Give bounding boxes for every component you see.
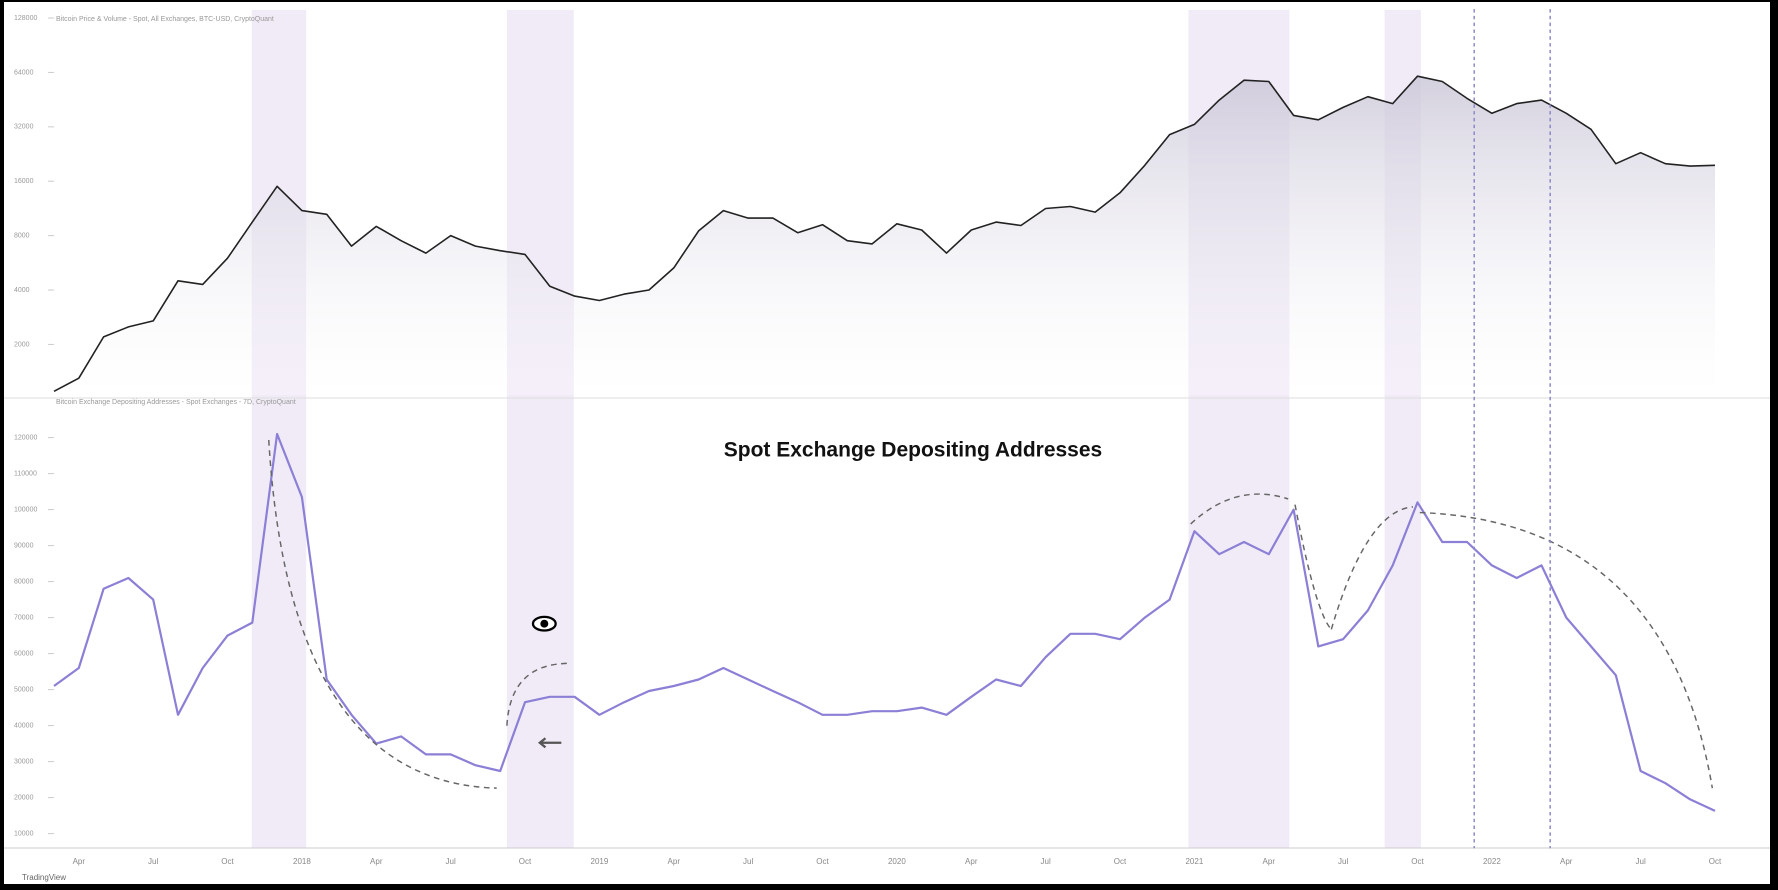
y-tick-label: 80000 [14,578,34,585]
arrow-icon [537,737,562,749]
x-tick-label: Apr [1560,857,1573,866]
area-fill [54,76,1715,395]
x-tick-label: Jul [1338,857,1348,866]
dashed-arrow [1294,504,1332,630]
y-tick-label: 100000 [14,506,37,513]
x-tick-label: Oct [519,857,532,866]
x-tick-label: Jul [148,857,158,866]
x-tick-label: Oct [1114,857,1127,866]
x-tick-label: Jul [1041,857,1051,866]
y-tick-label: 120000 [14,434,37,441]
x-tick-label: Oct [221,857,234,866]
series-line [53,432,1716,812]
x-tick-label: 2022 [1483,857,1501,866]
x-tick-label: Oct [816,857,829,866]
x-tick-label: Apr [1263,857,1276,866]
y-tick-label: 20000 [14,794,34,801]
y-tick-label: 10000 [14,830,34,837]
dashed-arrow [506,662,570,726]
x-tick-label: Oct [1709,857,1722,866]
y-tick-label: 4000 [14,287,30,294]
y-tick-label: 128000 [14,15,37,22]
y-tick-label: 110000 [14,470,37,477]
x-tick-label: Apr [370,857,383,866]
pane-title: Bitcoin Exchange Depositing Addresses - … [56,399,296,406]
dashed-arrow [268,439,497,789]
eye-pupil [540,619,549,628]
x-tick-label: Apr [668,857,681,866]
pane-title: Bitcoin Price & Volume - Spot, All Excha… [56,16,274,23]
y-tick-label: 16000 [14,178,34,185]
x-tick-label: Jul [743,857,753,866]
y-tick-label: 90000 [14,542,34,549]
y-tick-label: 2000 [14,341,30,348]
dashed-arrow [1419,511,1714,789]
y-tick-label: 70000 [14,614,34,621]
y-tick-label: 64000 [14,69,34,76]
x-tick-label: 2019 [591,857,609,866]
annotation: Spot Exchange Depositing Addresses [724,439,1102,462]
x-tick-label: 2021 [1185,857,1203,866]
dashed-arrow [1190,493,1289,525]
y-tick-label: 50000 [14,686,34,693]
x-tick-label: Apr [965,857,978,866]
x-tick-label: 2018 [293,857,311,866]
watermark: TradingView [22,873,66,882]
x-tick-label: 2020 [888,857,906,866]
y-tick-label: 30000 [14,758,34,765]
highlight-band [251,10,307,848]
dashed-arrow [1330,506,1414,630]
x-tick-label: Jul [446,857,456,866]
x-tick-label: Oct [1411,857,1424,866]
x-tick-label: Jul [1636,857,1646,866]
y-tick-label: 8000 [14,232,30,239]
price-line [53,75,1716,393]
annotation-arrows [268,9,1714,849]
y-tick-label: 60000 [14,650,34,657]
highlight-band [506,10,574,848]
y-tick-label: 32000 [14,124,34,131]
y-tick-label: 40000 [14,722,34,729]
x-tick-label: Apr [73,857,86,866]
